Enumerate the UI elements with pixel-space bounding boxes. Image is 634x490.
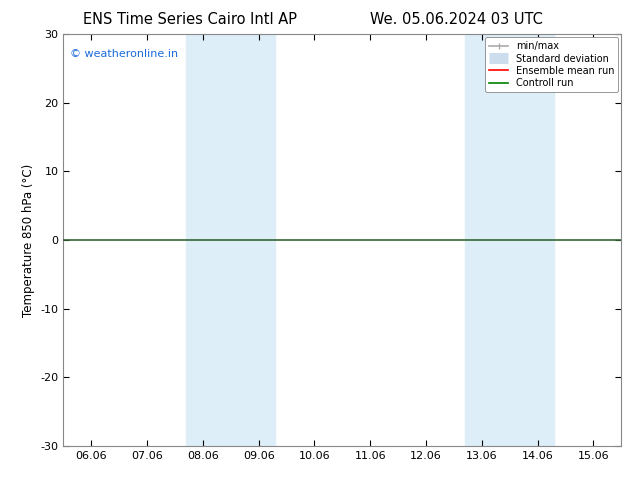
Text: © weatheronline.in: © weatheronline.in xyxy=(70,49,178,59)
Bar xyxy=(186,34,275,446)
Text: ENS Time Series Cairo Intl AP: ENS Time Series Cairo Intl AP xyxy=(83,12,297,27)
Legend: min/max, Standard deviation, Ensemble mean run, Controll run: min/max, Standard deviation, Ensemble me… xyxy=(485,37,618,92)
Text: We. 05.06.2024 03 UTC: We. 05.06.2024 03 UTC xyxy=(370,12,543,27)
Bar xyxy=(465,34,554,446)
Y-axis label: Temperature 850 hPa (°C): Temperature 850 hPa (°C) xyxy=(22,164,35,317)
